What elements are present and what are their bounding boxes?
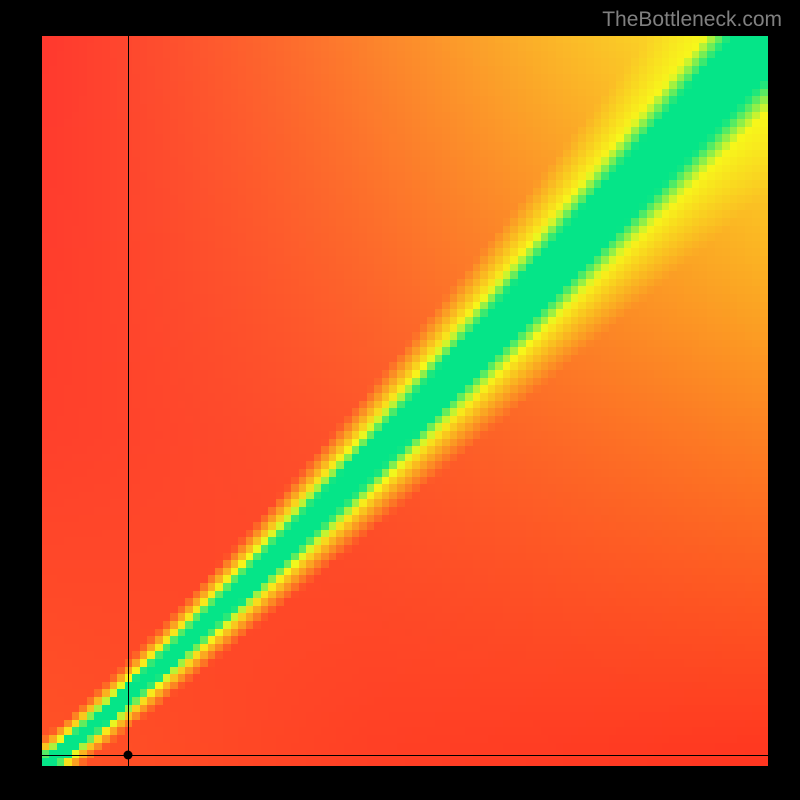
crosshair-horizontal xyxy=(42,755,768,756)
heatmap-plot xyxy=(42,36,768,766)
crosshair-vertical xyxy=(128,36,129,766)
crosshair-marker xyxy=(123,751,132,760)
watermark-text: TheBottleneck.com xyxy=(602,8,782,32)
heatmap-canvas xyxy=(42,36,768,766)
